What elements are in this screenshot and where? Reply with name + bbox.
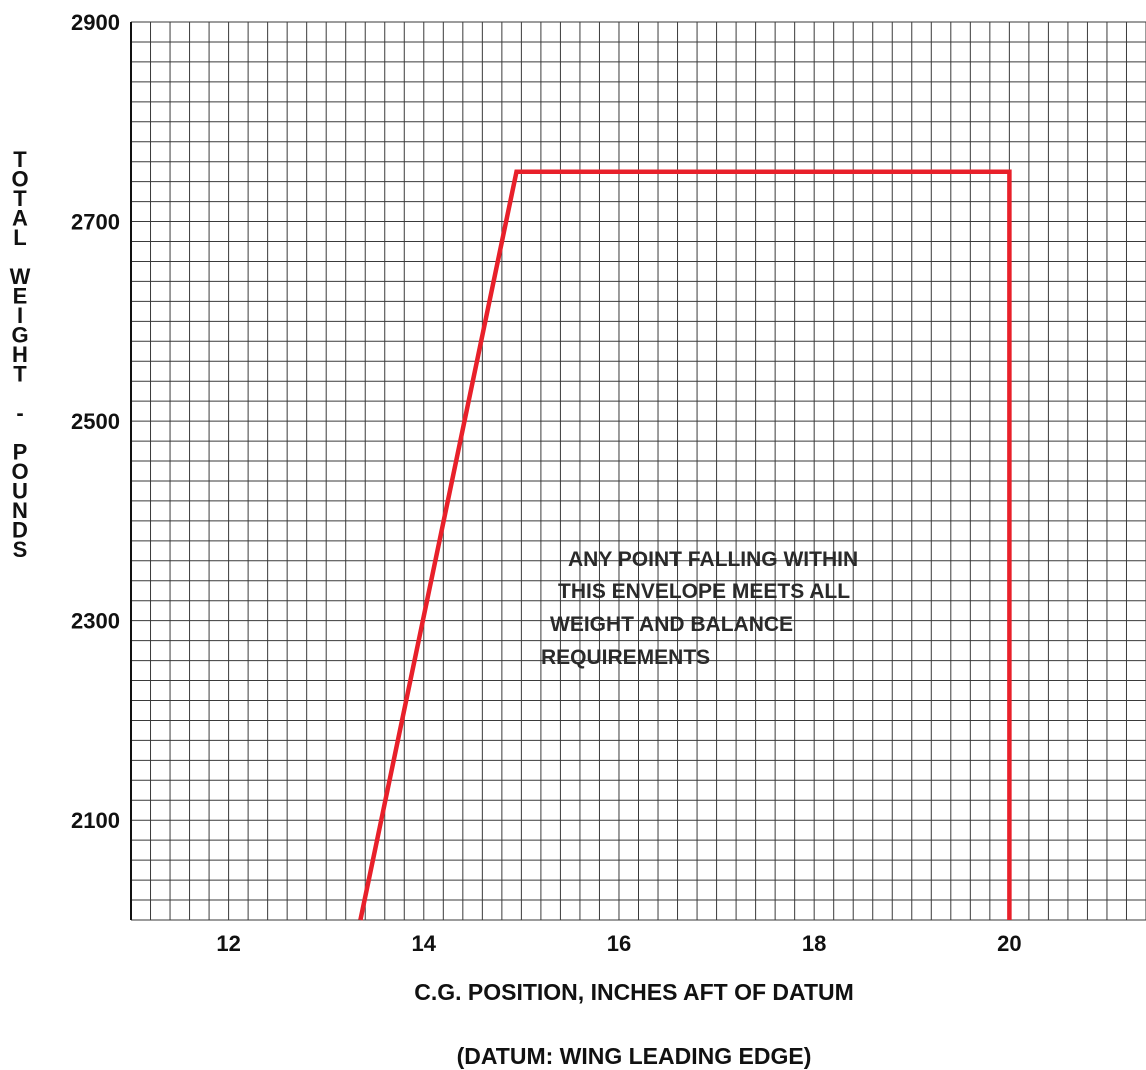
x-axis-title: C.G. POSITION, INCHES AFT OF DATUM (414, 979, 854, 1005)
annotation-line: ANY POINT FALLING WITHIN (568, 548, 858, 571)
chart-subtitle: (DATUM: WING LEADING EDGE) (457, 1043, 812, 1069)
x-tick-labels: 12 14 16 18 20 (216, 931, 1021, 956)
annotation: ANY POINT FALLING WITHIN THIS ENVELOPE ME… (541, 548, 858, 669)
grid (130, 21, 1146, 921)
y-axis-title-letter: U (12, 479, 28, 504)
annotation-line: THIS ENVELOPE MEETS ALL (558, 580, 850, 603)
x-tick-label: 12 (216, 931, 240, 956)
y-axis-title-letter: T (13, 186, 27, 211)
y-tick-label: 2700 (71, 210, 120, 235)
y-axis-title-letter: L (13, 225, 26, 250)
x-tick-label: 16 (607, 931, 631, 956)
x-tick-label: 20 (997, 931, 1021, 956)
y-axis-title-letter: T (13, 362, 27, 387)
envelope-line (358, 169, 1012, 921)
y-axis-title-letter: P (13, 440, 28, 465)
y-tick-label: 2300 (71, 609, 120, 634)
y-axis-title-letter: A (12, 206, 28, 231)
y-axis-title-letter: T (13, 147, 27, 172)
y-axis-title-letter: O (11, 459, 28, 484)
y-tick-label: 2500 (71, 409, 120, 434)
annotation-line: REQUIREMENTS (541, 646, 710, 669)
y-axis-title-letter: O (11, 167, 28, 192)
y-axis-title-letter: I (17, 303, 23, 328)
x-tick-label: 14 (412, 931, 437, 956)
y-axis-title-letter: S (13, 537, 28, 562)
envelope-series (358, 169, 1012, 921)
y-axis-title-letter: N (12, 498, 28, 523)
y-axis-title-letter: - (16, 401, 23, 426)
y-tick-labels: 2100 2300 2500 2700 2900 (71, 10, 120, 833)
x-tick-label: 18 (802, 931, 826, 956)
y-tick-label: 2900 (71, 10, 120, 35)
y-tick-label: 2100 (71, 808, 120, 833)
y-axis-title-letter: E (13, 284, 28, 309)
annotation-line: WEIGHT AND BALANCE (550, 613, 793, 636)
y-axis-title-letter: G (11, 323, 28, 348)
y-axis-title-letter: H (12, 342, 28, 367)
y-axis-title-letter: D (12, 518, 28, 543)
y-axis-title-letter: W (10, 264, 31, 289)
